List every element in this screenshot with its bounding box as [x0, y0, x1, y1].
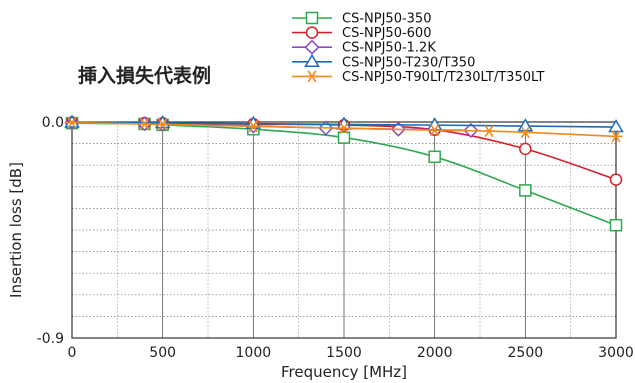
data-point [609, 173, 623, 186]
x-tick-label: 1000 [236, 345, 272, 361]
legend-label: CS-NPJ50-600 [342, 26, 431, 41]
legend-label: CS-NPJ50-350 [342, 12, 431, 27]
data-point [519, 184, 532, 197]
data-point [428, 150, 441, 164]
legend-item: CS-NPJ50-T230/T350 [292, 53, 475, 70]
grid [72, 122, 616, 338]
data-point [517, 118, 534, 132]
tick-labels: 0 500 1000 1500 2000 2500 3000 0.0 -0.9 [37, 115, 634, 361]
data-point [65, 116, 79, 129]
data-point [518, 126, 532, 139]
legend-marker [305, 11, 319, 25]
data-point [608, 119, 624, 133]
legend-marker [305, 26, 319, 39]
data-point [337, 122, 351, 135]
x-axis-label: Frequency [MHz] [281, 363, 407, 381]
legend-marker [304, 39, 320, 55]
chart-title: 挿入損失代表例 [78, 64, 211, 87]
series-layer [64, 114, 624, 232]
data-point [609, 130, 623, 143]
legend-item: CS-NPJ50-600 [292, 26, 431, 41]
legend-label: CS-NPJ50-1.2K [342, 41, 436, 56]
y-axis-label: Insertion loss [dB] [7, 162, 25, 298]
x-tick-label: 1500 [326, 345, 362, 361]
legend-item: CS-NPJ50-T90LT/T230LT/T350LT [292, 70, 544, 85]
data-point [609, 218, 623, 232]
data-point [138, 117, 152, 130]
legend-item: CS-NPJ50-1.2K [292, 39, 436, 56]
legend-item: CS-NPJ50-350 [292, 12, 431, 27]
data-point [482, 125, 496, 138]
data-point [428, 124, 442, 137]
data-point [426, 117, 443, 131]
data-point [519, 142, 532, 156]
x-tick-label: 2000 [417, 345, 453, 361]
data-point [337, 131, 351, 144]
legend-marker [305, 70, 319, 83]
x-tick-label: 0 [68, 345, 77, 361]
y-tick-label: -0.9 [37, 331, 64, 347]
series-4 [65, 116, 623, 143]
y-tick-label: 0.0 [42, 115, 64, 131]
data-point [156, 118, 170, 131]
x-tick-label: 500 [149, 345, 176, 361]
legend-label: CS-NPJ50-T230/T350 [342, 55, 475, 70]
data-point [246, 120, 260, 133]
x-tick-label: 2500 [508, 345, 544, 361]
x-tick-label: 3000 [598, 345, 634, 361]
legend: CS-NPJ50-350CS-NPJ50-600CS-NPJ50-1.2KCS-… [292, 12, 544, 85]
legend-marker [304, 53, 320, 68]
legend-label: CS-NPJ50-T90LT/T230LT/T350LT [342, 70, 544, 85]
